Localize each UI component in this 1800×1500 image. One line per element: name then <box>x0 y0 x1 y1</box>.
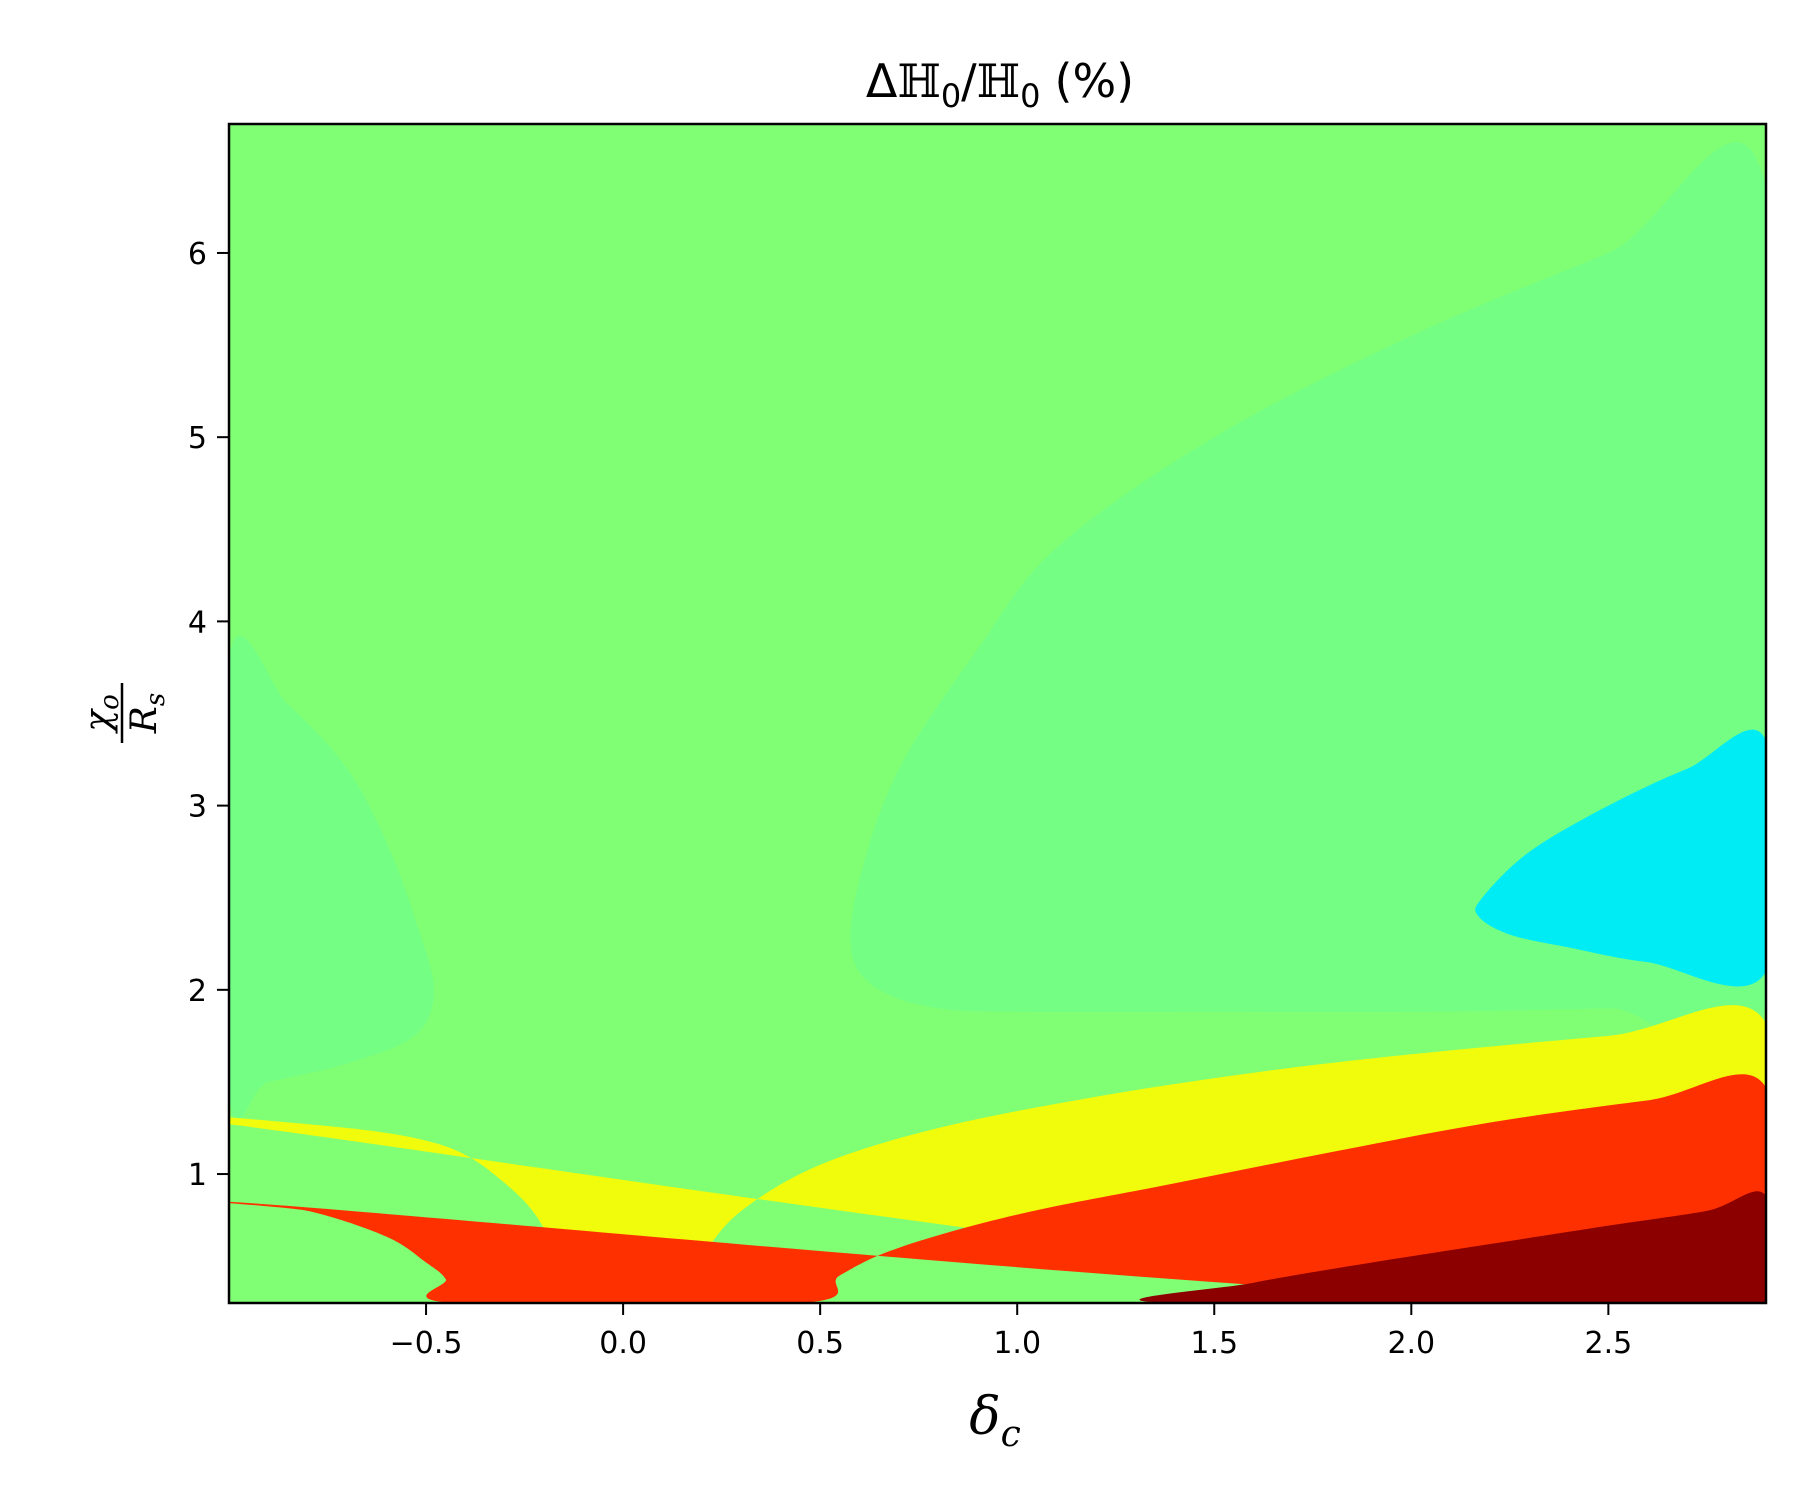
chart-title: Δℍ0/ℍ0 (%) <box>866 54 1134 115</box>
contour-region-cyan-lobe <box>1475 729 1766 987</box>
y-axis-ticks: 1 2 3 4 5 6 <box>188 237 229 1193</box>
y-tick-label: 2 <box>188 974 207 1009</box>
y-axis-label-numerator: χ <box>78 708 119 735</box>
plot-area <box>229 124 1766 1303</box>
x-tick-label: 2.0 <box>1387 1326 1435 1361</box>
contour-region-upper-right-band <box>850 142 1766 1065</box>
contour-region-red-band <box>229 1074 1766 1303</box>
y-tick-label: 3 <box>188 790 207 825</box>
contour-region-dark-red-band <box>1139 1191 1766 1303</box>
x-axis-ticks: −0.5 0.0 0.5 1.0 1.5 2.0 2.5 <box>390 1303 1632 1361</box>
x-tick-label: 0.0 <box>599 1326 647 1361</box>
x-tick-label: 2.5 <box>1584 1326 1632 1361</box>
x-axis-label-main: δ <box>969 1387 1000 1447</box>
title-h-symbol: ℍ <box>897 54 940 108</box>
title-unit: (%) <box>1055 54 1135 108</box>
y-tick-label: 6 <box>188 237 207 272</box>
y-tick-label: 4 <box>188 605 207 640</box>
x-tick-label: −0.5 <box>390 1326 463 1361</box>
x-tick-label: 1.0 <box>993 1326 1041 1361</box>
title-delta: Δ <box>866 54 898 108</box>
y-axis-label-denominator-sub: s <box>141 693 171 706</box>
svg-text:χo: χo <box>78 694 125 734</box>
svg-text:Rs: Rs <box>124 693 171 734</box>
y-axis-label-numerator-sub: o <box>95 694 125 710</box>
title-h-symbol-denominator: ℍ <box>977 54 1020 108</box>
y-axis-label-denominator: R <box>124 706 165 734</box>
y-axis-label: χo Rs <box>78 683 171 743</box>
title-slash: / <box>961 54 977 108</box>
title-subscript: 0 <box>941 77 961 115</box>
svg-text:Δℍ0/ℍ0(%): Δℍ0/ℍ0 (%) <box>866 54 1134 115</box>
x-tick-label: 0.5 <box>796 1326 844 1361</box>
y-tick-label: 5 <box>188 421 207 456</box>
axes-frame <box>227 122 1768 1305</box>
contour-region-left-lobe <box>229 635 434 1122</box>
x-axis-label-sub: c <box>1001 1414 1021 1455</box>
y-tick-label: 1 <box>188 1158 207 1193</box>
x-tick-label: 1.5 <box>1190 1326 1238 1361</box>
title-subscript-denominator: 0 <box>1020 77 1040 115</box>
x-axis-label: δc <box>969 1387 1020 1455</box>
